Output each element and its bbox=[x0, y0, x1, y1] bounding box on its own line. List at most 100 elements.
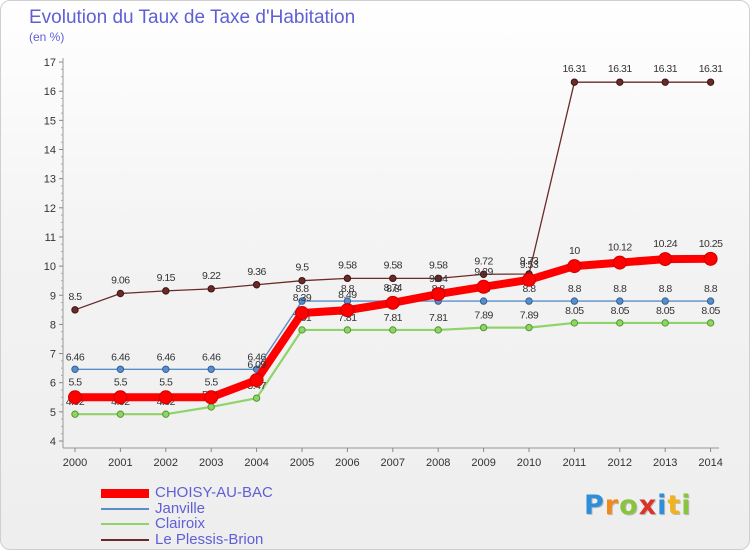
x-tick-label: 2003 bbox=[199, 457, 223, 469]
x-tick-label: 2006 bbox=[335, 457, 359, 469]
data-label-le-plessis-brion: 9.22 bbox=[202, 270, 221, 282]
data-label-choisy-au-bac: 10.12 bbox=[608, 242, 632, 254]
data-point-le-plessis-brion bbox=[207, 285, 215, 293]
legend-label: CHOISY-AU-BAC bbox=[155, 484, 273, 501]
data-label-le-plessis-brion: 9.72 bbox=[474, 255, 493, 267]
data-label-janville: 8.8 bbox=[295, 283, 309, 295]
x-tick-label: 2012 bbox=[608, 457, 632, 469]
y-tick-label: 9 bbox=[50, 290, 56, 302]
data-point-janville bbox=[116, 365, 125, 373]
data-point-janville bbox=[479, 297, 488, 305]
data-point-janville bbox=[616, 297, 624, 305]
data-label-choisy-au-bac: 10.24 bbox=[653, 238, 677, 250]
x-tick-label: 2010 bbox=[517, 457, 541, 469]
data-label-le-plessis-brion: 16.31 bbox=[699, 63, 723, 75]
data-point-choisy-au-bac bbox=[249, 373, 264, 388]
data-label-clairoix: 8.05 bbox=[611, 305, 630, 317]
data-label-choisy-au-bac: 5.5 bbox=[68, 376, 82, 388]
data-label-clairoix: 7.89 bbox=[474, 310, 493, 322]
logo-letter: o bbox=[619, 490, 639, 521]
legend-item: CHOISY-AU-BAC bbox=[101, 485, 273, 501]
data-point-clairoix bbox=[706, 319, 715, 327]
data-point-choisy-au-bac bbox=[113, 390, 128, 405]
legend-swatch bbox=[101, 523, 149, 526]
y-tick-label: 7 bbox=[50, 349, 56, 361]
data-label-le-plessis-brion: 9.15 bbox=[157, 272, 176, 284]
data-point-le-plessis-brion bbox=[616, 78, 624, 86]
data-point-le-plessis-brion bbox=[162, 287, 170, 295]
data-point-janville bbox=[706, 297, 715, 305]
data-point-clairoix bbox=[525, 323, 533, 332]
data-point-clairoix bbox=[343, 326, 352, 334]
data-label-clairoix: 8.05 bbox=[565, 305, 584, 317]
data-point-janville bbox=[207, 365, 215, 373]
data-label-janville: 6.46 bbox=[247, 351, 266, 363]
data-point-le-plessis-brion bbox=[661, 78, 669, 86]
data-point-le-plessis-brion bbox=[71, 306, 79, 314]
x-tick-label: 2014 bbox=[698, 457, 722, 469]
legend-swatch bbox=[101, 507, 149, 510]
y-tick-label: 10 bbox=[44, 261, 56, 273]
data-label-clairoix: 8.05 bbox=[701, 305, 720, 317]
data-point-choisy-au-bac bbox=[68, 390, 82, 405]
data-point-le-plessis-brion bbox=[570, 78, 579, 86]
chart-subtitle: (en %) bbox=[29, 30, 65, 44]
data-point-janville bbox=[525, 297, 533, 305]
data-label-choisy-au-bac: 8.39 bbox=[293, 292, 312, 304]
data-point-choisy-au-bac bbox=[703, 251, 718, 266]
logo-letter: x bbox=[638, 490, 658, 521]
y-tick-label: 13 bbox=[44, 174, 56, 186]
data-label-clairoix: 8.05 bbox=[656, 305, 675, 317]
y-tick-label: 17 bbox=[44, 57, 56, 69]
logo-letter: i bbox=[681, 490, 692, 521]
legend-swatch bbox=[101, 488, 149, 498]
x-tick-label: 2002 bbox=[154, 457, 178, 469]
data-point-choisy-au-bac bbox=[522, 272, 536, 287]
chart-legend: CHOISY-AU-BAC Janville Clairoix Le Plessis-… bbox=[101, 485, 273, 547]
data-label-le-plessis-brion: 8.5 bbox=[68, 291, 82, 303]
data-point-clairoix bbox=[616, 319, 624, 327]
data-point-le-plessis-brion bbox=[343, 274, 352, 283]
x-tick-label: 2009 bbox=[471, 457, 495, 469]
data-point-janville bbox=[162, 365, 170, 373]
logo-letter: i bbox=[657, 490, 668, 521]
data-point-clairoix bbox=[252, 394, 261, 402]
data-label-choisy-au-bac: 5.5 bbox=[114, 376, 128, 388]
data-label-janville: 6.46 bbox=[202, 351, 221, 363]
data-label-le-plessis-brion: 9.36 bbox=[247, 266, 266, 278]
legend-label: Le Plessis-Brion bbox=[155, 530, 264, 548]
data-label-clairoix: 7.81 bbox=[429, 312, 448, 324]
data-label-choisy-au-bac: 6.09 bbox=[247, 359, 266, 371]
x-tick-label: 2004 bbox=[244, 457, 268, 469]
data-label-choisy-au-bac: 10.25 bbox=[699, 238, 723, 250]
data-point-le-plessis-brion bbox=[298, 276, 306, 285]
data-label-le-plessis-brion: 16.31 bbox=[608, 63, 632, 75]
x-tick-label: 2011 bbox=[563, 457, 587, 469]
data-label-le-plessis-brion: 9.58 bbox=[338, 259, 357, 271]
data-label-choisy-au-bac: 9.04 bbox=[429, 273, 448, 285]
y-tick-label: 16 bbox=[44, 86, 56, 98]
data-label-choisy-au-bac: 9.53 bbox=[520, 259, 539, 271]
x-tick-label: 2005 bbox=[290, 457, 314, 469]
legend-item: Clairoix bbox=[101, 516, 273, 532]
logo-letter: r bbox=[604, 490, 620, 521]
y-tick-label: 14 bbox=[44, 145, 56, 157]
data-point-choisy-au-bac bbox=[476, 279, 491, 294]
data-point-choisy-au-bac bbox=[431, 287, 446, 302]
data-point-janville bbox=[71, 365, 79, 373]
data-label-janville: 6.46 bbox=[66, 351, 85, 363]
data-point-janville bbox=[298, 297, 306, 305]
legend-label: Clairoix bbox=[155, 515, 206, 532]
data-point-janville bbox=[661, 297, 669, 305]
data-label-choisy-au-bac: 9.29 bbox=[474, 266, 493, 278]
legend-swatch bbox=[101, 538, 149, 541]
data-point-clairoix bbox=[298, 326, 306, 334]
legend-label: Janville bbox=[155, 499, 206, 517]
y-tick-label: 8 bbox=[50, 319, 56, 331]
data-point-clairoix bbox=[71, 410, 79, 418]
data-label-choisy-au-bac: 10 bbox=[569, 245, 580, 257]
y-tick-label: 4 bbox=[50, 436, 56, 448]
data-label-le-plessis-brion: 9.5 bbox=[295, 262, 309, 274]
